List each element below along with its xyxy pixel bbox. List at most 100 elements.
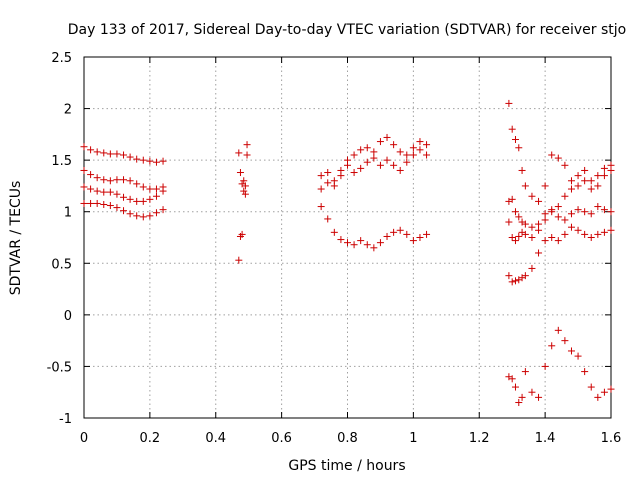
data-point [508,278,516,286]
data-point [113,204,121,212]
data-point [587,234,595,241]
data-point [554,154,562,162]
series-block4-a [505,99,615,205]
data-point [541,216,549,224]
chart-title: Day 133 of 2017, Sidereal Day-to-day VTE… [68,22,626,38]
data-point [515,399,523,407]
data-point [344,239,351,247]
data-point [93,174,101,182]
data-point [396,166,404,174]
data-point [93,199,101,207]
series-block3-c [317,146,431,190]
data-point [363,144,371,152]
data-point [139,197,147,205]
data-point [100,149,108,157]
data-point [548,151,556,159]
data-point [587,210,595,218]
x-tick-label: 1.4 [535,431,556,446]
data-point [518,166,526,174]
data-point [133,197,141,205]
data-point [511,237,519,245]
x-tick-label: 0.6 [271,431,292,446]
data-point [240,187,248,195]
data-point [146,195,154,203]
data-point [574,352,582,360]
data-point [350,151,358,159]
data-point [370,154,378,162]
series-block4-b [505,166,615,231]
data-point [561,337,569,345]
data-point [423,141,431,149]
data-point [324,169,332,177]
data-point [330,228,338,236]
data-point [390,228,398,236]
data-point [152,192,160,200]
data-point [416,234,424,241]
data-point [87,146,95,154]
data-point [508,375,516,383]
data-point [100,188,108,196]
data-point [87,171,95,179]
data-point [541,362,549,370]
data-point [152,185,160,193]
data-point [243,151,251,159]
data-point [574,182,582,190]
y-tick-label: 1 [64,206,72,221]
data-point [521,272,529,280]
data-point [396,226,404,234]
y-tick-label: 1.5 [51,154,72,169]
data-point [126,153,134,161]
data-point [607,385,615,393]
data-point [528,234,536,241]
data-point [528,192,536,200]
data-point [317,203,325,211]
data-point [146,157,154,165]
data-point [587,383,595,391]
data-point [357,237,365,245]
data-point [574,206,582,214]
data-point [594,172,602,180]
data-point [383,156,391,164]
data-point [350,169,358,177]
data-point [561,161,569,169]
series-block2 [235,141,251,264]
data-point [594,393,602,401]
data-point [409,237,417,245]
data-point [600,164,608,172]
x-tick-label: 1.2 [469,431,490,446]
data-point [80,183,88,191]
data-point [607,226,615,234]
data-point [508,195,516,203]
data-point [505,99,513,107]
data-point [100,200,108,208]
x-tick-label: 0 [80,431,88,446]
data-point [607,208,615,216]
data-point [133,155,141,163]
series-block1-c [80,183,167,205]
data-point [521,368,529,376]
series-block4-c [505,203,615,245]
data-point [600,206,608,214]
data-point [376,239,384,247]
data-point [241,190,249,198]
data-point [561,230,569,238]
data-point [120,176,128,184]
data-points [80,99,615,407]
data-point [235,149,243,157]
data-point [515,144,523,152]
data-point [574,172,582,180]
data-point [100,176,108,184]
ticks: 0 0.2 0.4 0.6 0.8 1 1.2 1.4 1.6 -1 -0.5 0 0.5 1 1.5 2 2.… [47,51,622,446]
data-point [416,146,424,154]
data-point [159,206,167,214]
data-point [126,195,134,203]
data-point [548,342,556,350]
data-point [159,187,167,195]
series-block3-a [317,203,431,252]
data-point [106,150,114,158]
data-point [528,223,536,231]
series-block4-d [505,223,615,286]
data-point [113,150,121,158]
data-point [113,190,121,198]
y-tick-label: 0 [64,309,72,324]
